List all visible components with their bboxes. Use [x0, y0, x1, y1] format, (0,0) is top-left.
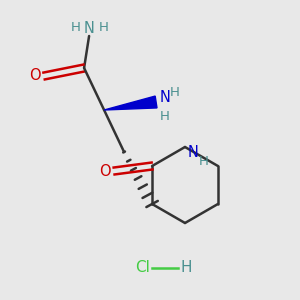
- Polygon shape: [104, 96, 157, 110]
- Text: H: H: [180, 260, 191, 275]
- Text: H: H: [71, 21, 81, 34]
- Text: H: H: [170, 85, 180, 98]
- Text: H: H: [160, 110, 170, 123]
- Text: N: N: [188, 145, 199, 160]
- Text: O: O: [29, 68, 41, 83]
- Text: H: H: [199, 155, 209, 168]
- Text: N: N: [160, 89, 171, 104]
- Text: N: N: [84, 21, 94, 36]
- Text: H: H: [99, 21, 109, 34]
- Text: O: O: [100, 164, 111, 178]
- Text: Cl: Cl: [135, 260, 150, 275]
